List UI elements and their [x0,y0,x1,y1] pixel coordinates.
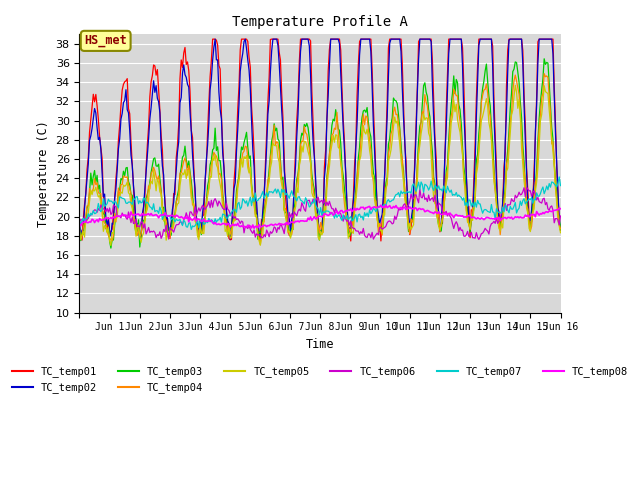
TC_temp07 [324,208,332,214]
TC_temp02 [326,63,333,69]
TC_temp03 [108,237,116,242]
Line: TC_temp06: TC_temp06 [79,187,561,240]
TC_temp01 [557,227,564,233]
TC_temp07 [107,198,115,204]
TC_temp03 [540,56,548,61]
TC_temp02 [557,227,564,233]
TC_temp02 [76,220,83,226]
TC_temp04 [540,71,548,76]
TC_temp08 [250,225,258,231]
Line: TC_temp01: TC_temp01 [79,39,561,241]
TC_temp01 [347,238,355,244]
TC_temp01 [107,228,115,234]
TC_temp03 [420,83,428,88]
TC_temp02 [107,233,115,239]
TC_temp05 [511,83,519,88]
TC_temp06 [419,195,426,201]
TC_temp03 [492,184,499,190]
TC_temp04 [107,237,115,242]
Line: TC_temp05: TC_temp05 [79,85,561,245]
TC_temp06 [76,219,83,225]
TC_temp08 [92,218,100,224]
TC_temp06 [523,184,531,190]
Line: TC_temp02: TC_temp02 [79,39,561,241]
TC_temp08 [493,215,500,220]
TC_temp05 [92,184,100,190]
TC_temp01 [209,36,216,42]
TC_temp02 [556,217,563,223]
TC_temp07 [76,217,83,223]
TC_temp04 [257,242,264,248]
TC_temp06 [323,199,331,205]
TC_temp07 [554,180,562,186]
TC_temp01 [493,165,500,171]
TC_temp08 [324,213,332,218]
TC_temp06 [475,237,483,242]
TC_temp06 [92,207,100,213]
TC_temp05 [492,186,499,192]
TC_temp04 [324,166,332,171]
TC_temp04 [492,188,499,194]
TC_temp08 [76,221,83,227]
TC_temp05 [76,226,83,232]
TC_temp06 [492,220,499,226]
TC_temp01 [92,92,100,97]
Line: TC_temp04: TC_temp04 [79,73,561,245]
TC_temp01 [76,225,83,231]
TC_temp04 [76,234,83,240]
TC_temp05 [107,242,115,248]
TC_temp08 [382,202,390,208]
TC_temp07 [556,174,563,180]
TC_temp03 [556,213,563,219]
TC_temp08 [557,206,564,212]
TC_temp02 [493,177,500,183]
TC_temp06 [556,222,563,228]
TC_temp07 [557,183,564,189]
TC_temp03 [324,163,332,168]
TC_temp03 [92,180,100,185]
X-axis label: Time: Time [306,338,334,351]
TC_temp02 [92,110,100,116]
TC_temp03 [76,228,83,234]
Text: HS_met: HS_met [84,35,127,48]
TC_temp05 [420,111,428,117]
TC_temp01 [556,220,563,226]
TC_temp08 [107,215,115,220]
TC_temp05 [556,224,563,229]
Title: Temperature Profile A: Temperature Profile A [232,15,408,29]
TC_temp02 [211,36,219,42]
TC_temp02 [136,238,143,244]
TC_temp01 [324,69,332,74]
Line: TC_temp08: TC_temp08 [79,205,561,228]
TC_temp07 [188,227,195,232]
TC_temp02 [421,36,429,42]
TC_temp07 [492,216,499,222]
TC_temp04 [556,221,563,227]
TC_temp05 [324,172,332,178]
TC_temp06 [557,213,564,219]
TC_temp06 [107,212,115,217]
TC_temp01 [421,36,429,42]
TC_temp03 [557,227,564,233]
TC_temp08 [556,205,563,211]
TC_temp04 [557,226,564,231]
TC_temp05 [108,229,116,235]
TC_temp07 [92,210,100,216]
TC_temp07 [420,189,428,195]
Line: TC_temp03: TC_temp03 [79,59,561,248]
TC_temp03 [107,245,115,251]
TC_temp04 [92,182,100,188]
TC_temp04 [420,111,428,117]
TC_temp08 [421,209,429,215]
TC_temp05 [557,230,564,236]
Line: TC_temp07: TC_temp07 [79,177,561,229]
Y-axis label: Temperature (C): Temperature (C) [37,120,50,227]
Legend: TC_temp01, TC_temp02, TC_temp03, TC_temp04, TC_temp05, TC_temp06, TC_temp07, TC_: TC_temp01, TC_temp02, TC_temp03, TC_temp… [8,362,632,397]
